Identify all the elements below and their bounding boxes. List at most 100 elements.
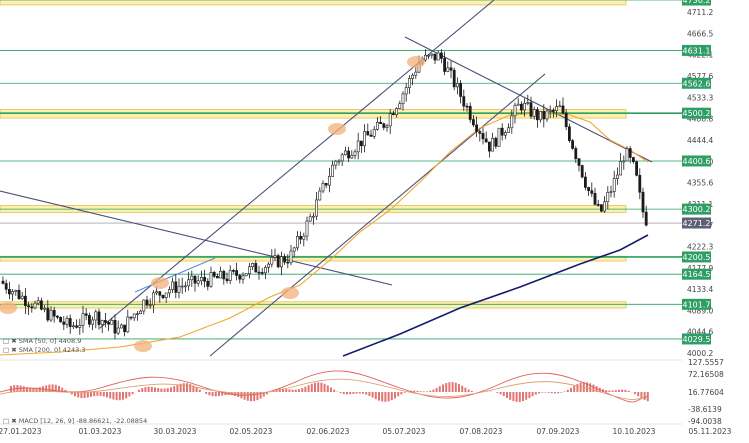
candle-body xyxy=(491,137,495,152)
candle-body xyxy=(286,261,290,264)
candle-body xyxy=(379,121,383,124)
candle-body xyxy=(574,148,578,160)
candle xyxy=(232,268,235,274)
candle xyxy=(388,109,392,135)
candle xyxy=(75,319,79,329)
sma50-line xyxy=(0,112,649,356)
candle xyxy=(129,316,133,321)
candle xyxy=(494,136,498,149)
candle-body xyxy=(168,289,171,294)
candle-body xyxy=(539,111,543,121)
candle xyxy=(523,98,527,117)
macd-histogram-bar xyxy=(550,392,553,394)
candle xyxy=(123,324,127,337)
candle xyxy=(55,314,59,320)
candle xyxy=(206,278,210,291)
macd-histogram-bar xyxy=(339,392,342,394)
candle-body xyxy=(587,187,591,191)
candle xyxy=(17,284,21,300)
macd-histogram-bar xyxy=(278,388,281,392)
candle-body xyxy=(152,292,155,306)
candle xyxy=(200,270,203,286)
macd-histogram-bar xyxy=(141,388,144,392)
macd-histogram-bar xyxy=(365,392,368,395)
candle-body xyxy=(513,104,517,117)
macd-histogram-bar xyxy=(528,392,531,399)
candle xyxy=(484,131,488,143)
macd-histogram-bar xyxy=(419,391,422,392)
macd-histogram-bar xyxy=(349,392,352,395)
macd-histogram-bar xyxy=(294,389,297,392)
pivot-marker-1 xyxy=(328,123,346,135)
macd-histogram-bar xyxy=(563,391,566,392)
macd-histogram-bar xyxy=(298,389,300,392)
candle-body xyxy=(232,270,235,272)
macd-histogram-bar xyxy=(608,390,611,392)
macd-histogram-bar xyxy=(54,384,57,392)
candle xyxy=(580,164,584,179)
macd-histogram-bar xyxy=(614,390,617,392)
macd-histogram-bar xyxy=(285,388,288,392)
macd-histogram-bar xyxy=(102,392,105,397)
macd-histogram-bar xyxy=(144,387,147,392)
macd-histogram-bar xyxy=(29,387,32,392)
macd-histogram-bar xyxy=(397,392,400,397)
macd-histogram-bar xyxy=(243,392,246,400)
macd-histogram-bar xyxy=(547,392,550,393)
candle-body xyxy=(203,277,207,282)
candle xyxy=(104,312,107,328)
macd-histogram-bar xyxy=(83,392,86,399)
candle-body xyxy=(228,270,232,281)
macd-histogram-bar xyxy=(109,392,112,399)
candle xyxy=(449,60,453,79)
candle xyxy=(379,116,383,124)
candle xyxy=(481,127,485,145)
candle-body xyxy=(142,299,146,312)
candle xyxy=(321,180,325,194)
candle xyxy=(641,187,645,218)
macd-histogram-bar xyxy=(106,392,108,398)
macd-histogram-bar xyxy=(413,390,416,392)
macd-histogram-bar xyxy=(74,392,76,397)
candle xyxy=(347,146,351,162)
macd-histogram-bar xyxy=(221,392,224,396)
candle-body xyxy=(59,316,63,323)
candle-body xyxy=(526,102,530,104)
candle-body xyxy=(308,216,312,222)
macd-histogram-bar xyxy=(93,392,96,397)
macd-histogram-bar xyxy=(627,390,630,392)
candle xyxy=(216,273,219,279)
macd-histogram-bar xyxy=(150,386,153,392)
candle xyxy=(139,309,143,314)
candle xyxy=(539,111,543,123)
candle-body xyxy=(615,174,619,179)
macd-histogram-bar xyxy=(579,382,582,392)
candle xyxy=(148,298,152,309)
candle xyxy=(110,318,114,325)
candle xyxy=(366,123,370,136)
candle xyxy=(311,212,315,225)
macd-histogram-bar xyxy=(122,392,124,400)
price-tag-label: 4029.5 xyxy=(683,335,711,344)
candle-body xyxy=(359,140,363,147)
macd-histogram-bar xyxy=(186,383,188,392)
macd-histogram-bar xyxy=(358,392,361,394)
candle xyxy=(363,124,367,153)
candle-body xyxy=(487,141,491,152)
candle-body xyxy=(200,277,203,282)
candle xyxy=(439,49,443,64)
macd-signal-line xyxy=(0,378,649,400)
candle-body xyxy=(187,279,191,287)
candle xyxy=(619,152,623,176)
macd-histogram-bar xyxy=(224,392,227,396)
candle xyxy=(263,265,267,280)
macd-histogram-bar xyxy=(570,387,572,392)
candle-body xyxy=(104,320,107,323)
candle-body xyxy=(14,289,18,292)
candle xyxy=(587,186,591,196)
macd-histogram-bar xyxy=(496,392,499,393)
candle xyxy=(203,269,207,288)
macd-histogram-bar xyxy=(157,388,160,392)
candle-body xyxy=(404,87,408,95)
macd-histogram-bar xyxy=(355,392,358,394)
